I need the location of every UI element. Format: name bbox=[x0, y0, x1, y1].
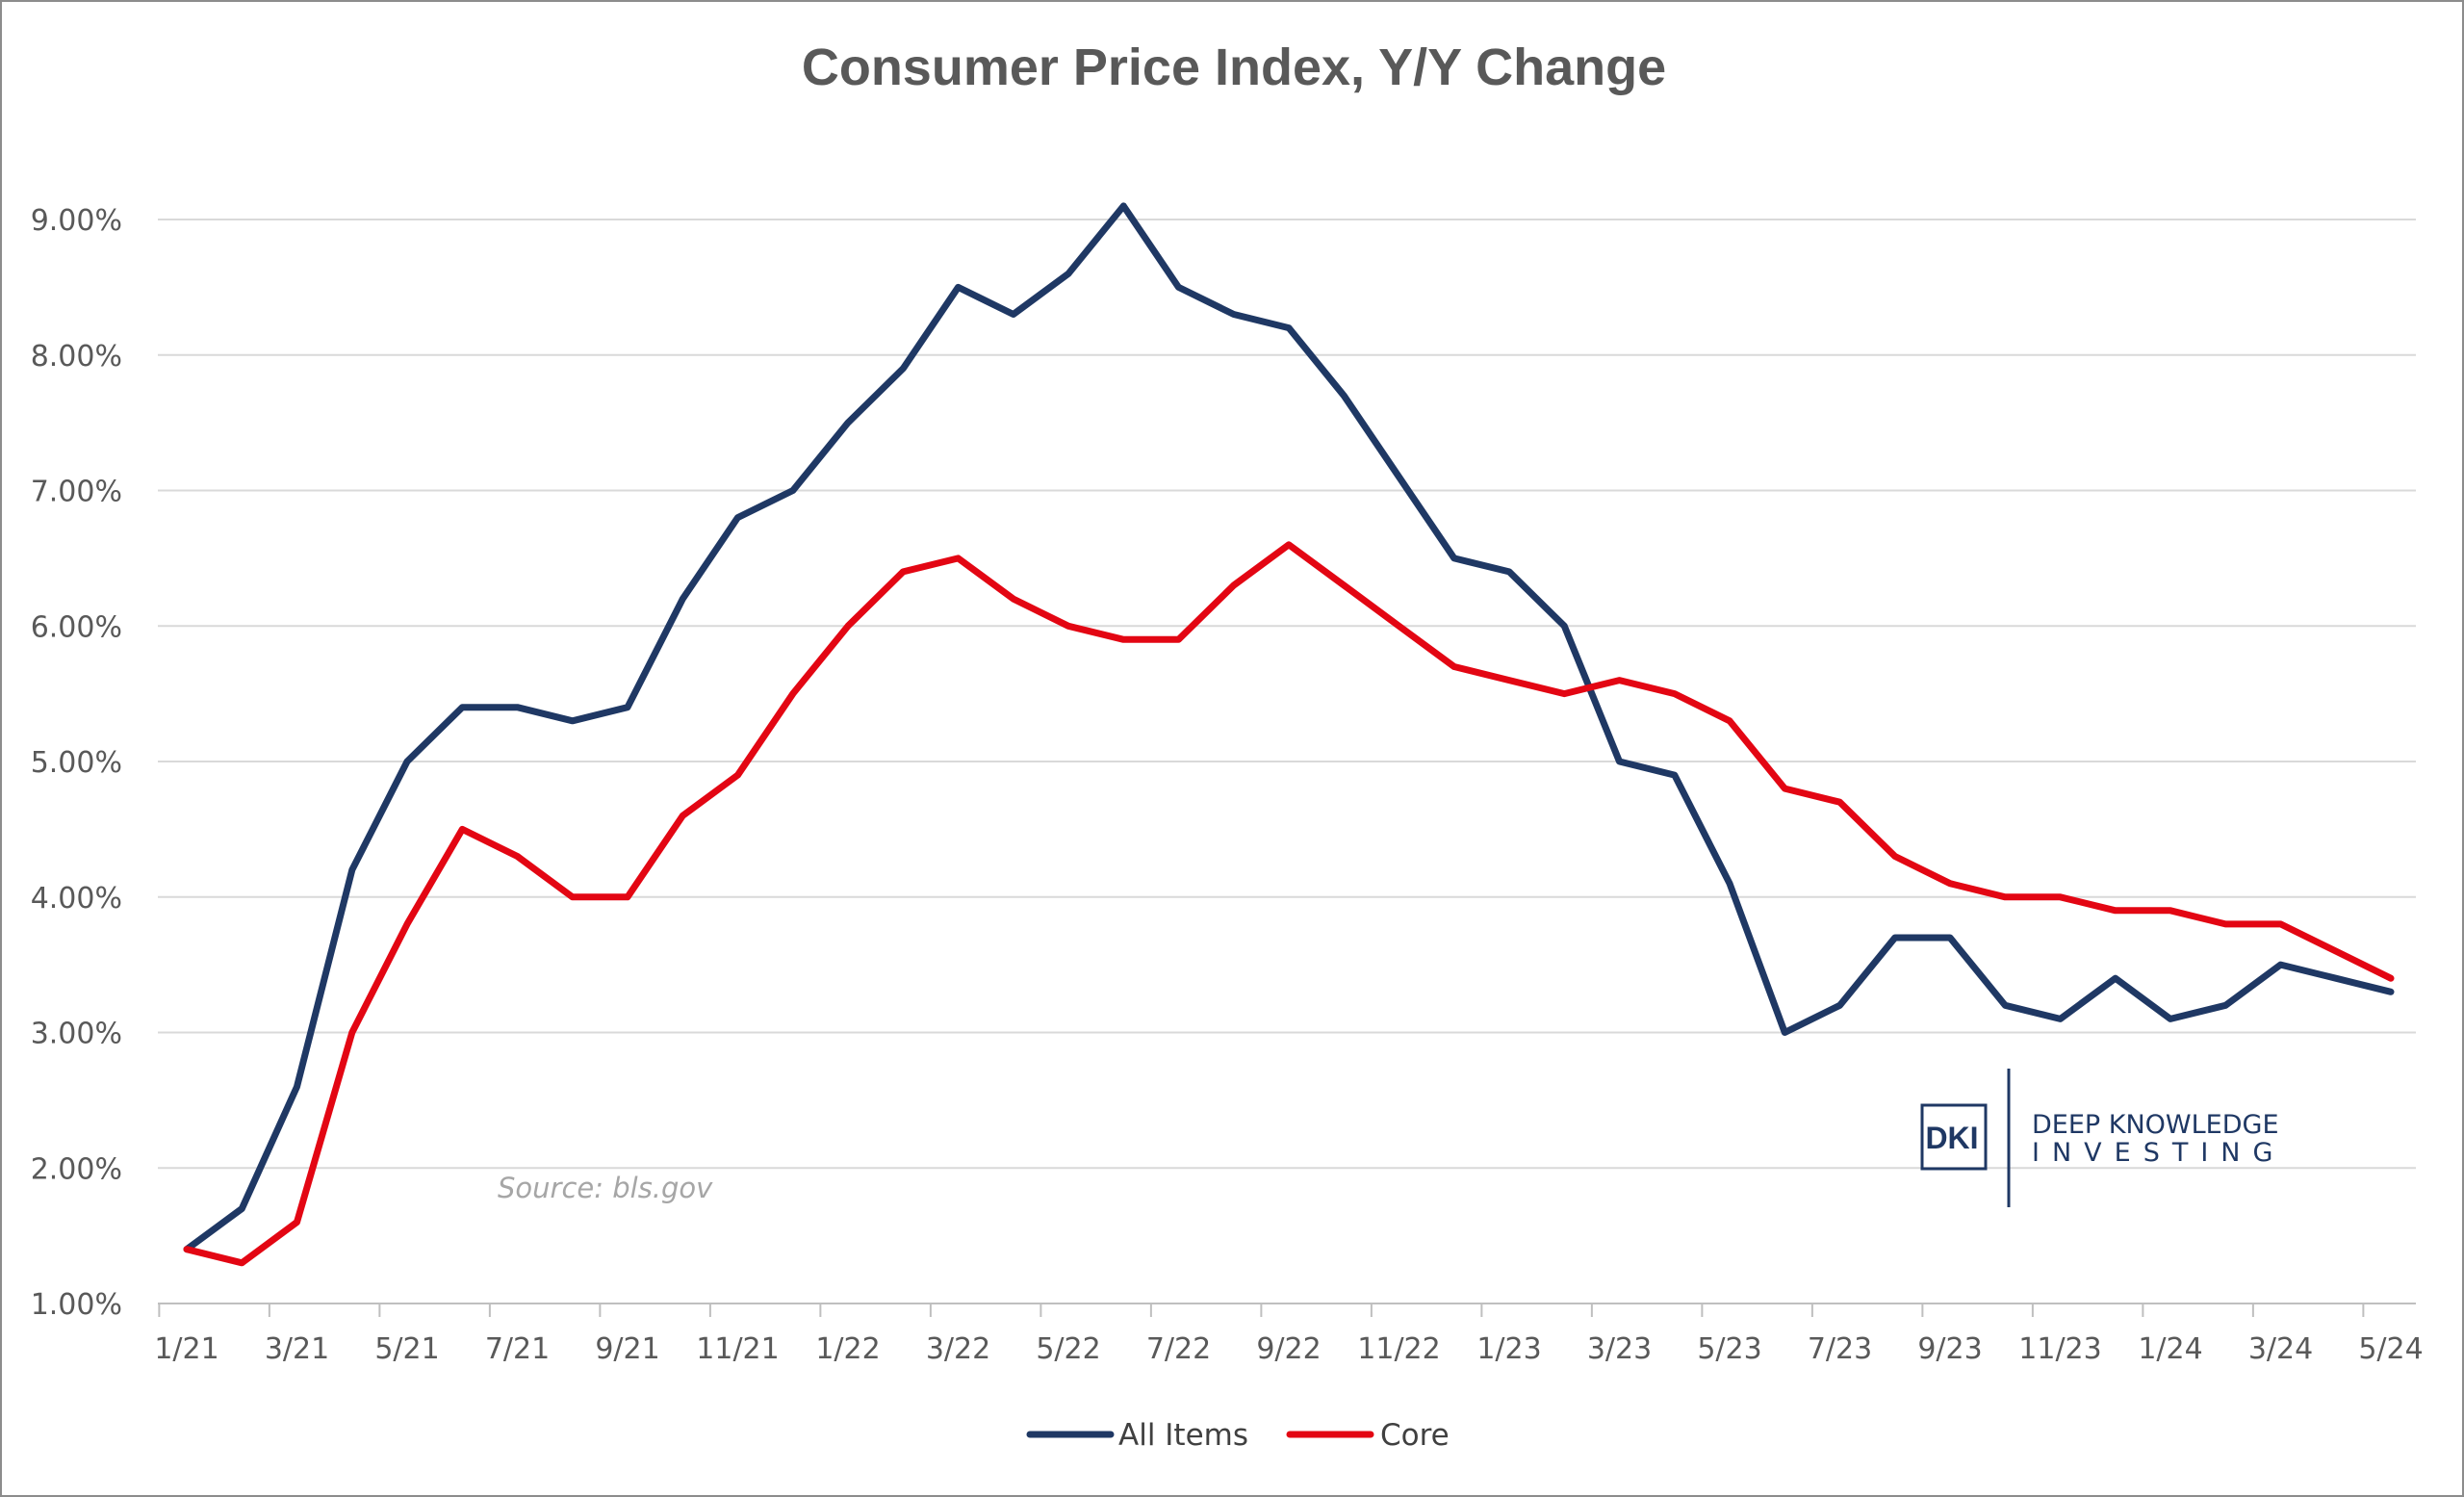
legend-label-core: Core bbox=[1380, 1418, 1450, 1453]
y-tick-label: 3.00% bbox=[31, 1018, 122, 1051]
logo-line-1: DEEP KNOWLEDGE bbox=[2032, 1110, 2279, 1140]
chart-title: Consumer Price Index, Y/Y Change bbox=[802, 39, 1666, 96]
y-tick-label: 5.00% bbox=[31, 746, 122, 780]
x-tick-label: 5/22 bbox=[1036, 1332, 1100, 1366]
x-tick-label: 3/22 bbox=[926, 1332, 990, 1366]
gridlines bbox=[158, 219, 2416, 1170]
series-line-core bbox=[183, 541, 2395, 1267]
legend-label-all-items: All Items bbox=[1118, 1418, 1248, 1453]
y-axis: 1.00% 2.00% 3.00% 4.00% 5.00% 6.00% 7.00% 8.00%… bbox=[31, 204, 122, 1322]
legend: All Items Core bbox=[1026, 1418, 1450, 1453]
x-tick-label: 1/22 bbox=[815, 1332, 880, 1366]
logo-line-2: INVESTING bbox=[2032, 1138, 2285, 1168]
x-tick-label: 11/22 bbox=[1357, 1332, 1440, 1366]
x-tick-label: 5/24 bbox=[2358, 1332, 2423, 1366]
x-tick-label: 9/23 bbox=[1917, 1332, 1982, 1366]
source-annotation: Source: bls.gov bbox=[498, 1172, 713, 1204]
dki-logo: DKI DEEP KNOWLEDGE INVESTING bbox=[1920, 1069, 2285, 1207]
x-tick-label: 1/23 bbox=[1476, 1332, 1541, 1366]
x-tick-label: 11/23 bbox=[2018, 1332, 2101, 1366]
y-tick-label: 7.00% bbox=[31, 476, 122, 509]
y-tick-label: 9.00% bbox=[31, 204, 122, 238]
y-tick-label: 4.00% bbox=[31, 882, 122, 916]
x-axis: 1/21 3/21 5/21 7/21 9/21 11/21 1/22 3/22 5/22 7/2… bbox=[154, 1303, 2424, 1366]
logo-mark: DKI bbox=[1925, 1121, 1978, 1155]
logo-box bbox=[1920, 1103, 1988, 1171]
x-tick-label: 5/21 bbox=[374, 1332, 439, 1366]
x-tick-label: 9/22 bbox=[1256, 1332, 1321, 1366]
x-tick-label: 11/21 bbox=[696, 1332, 779, 1366]
y-tick-label: 2.00% bbox=[31, 1152, 122, 1186]
x-tick-label: 9/21 bbox=[595, 1332, 659, 1366]
x-tick-label: 3/21 bbox=[265, 1332, 329, 1366]
y-tick-label: 6.00% bbox=[31, 610, 122, 644]
x-tick-label: 7/22 bbox=[1146, 1332, 1211, 1366]
x-tick-label: 3/24 bbox=[2248, 1332, 2313, 1366]
x-tick-label: 3/23 bbox=[1587, 1332, 1652, 1366]
x-tick-label: 1/24 bbox=[2138, 1332, 2202, 1366]
y-tick-label: 1.00% bbox=[31, 1288, 122, 1322]
x-tick-label: 7/23 bbox=[1808, 1332, 1872, 1366]
x-tick-label: 5/23 bbox=[1697, 1332, 1761, 1366]
series-lines bbox=[183, 202, 2395, 1267]
series-line-all-items bbox=[183, 202, 2395, 1253]
x-tick-label: 1/21 bbox=[154, 1332, 218, 1366]
y-tick-label: 8.00% bbox=[31, 340, 122, 374]
x-tick-label: 7/21 bbox=[485, 1332, 550, 1366]
